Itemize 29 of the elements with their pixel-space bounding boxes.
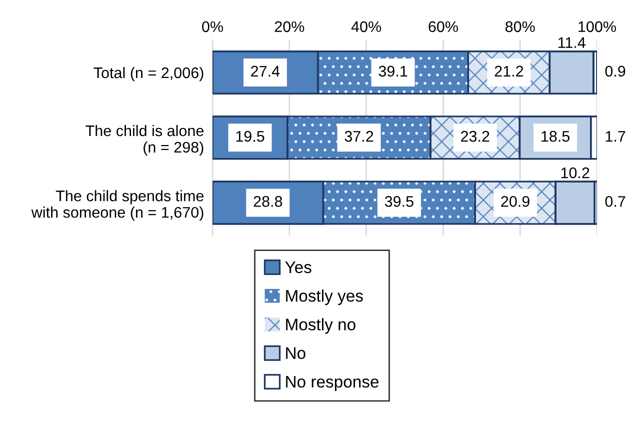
data-label: 39.5 (384, 196, 414, 207)
data-label: 0.7 (605, 196, 626, 207)
data-label: 1.7 (606, 131, 626, 142)
data-label: 23.2 (461, 130, 490, 142)
data-label: 18.5 (542, 130, 570, 142)
legend-label: Mostly no (286, 318, 356, 334)
x-tick-label: 80% (505, 21, 535, 32)
legend-label: Yes (285, 262, 312, 274)
data-label: 27.4 (251, 66, 280, 76)
x-tick-label: 100% (578, 21, 616, 32)
legend-label: No response (286, 376, 379, 391)
x-tick-label: 20% (274, 21, 304, 32)
y-tick-label: The child is alone (n = 298) (86, 124, 204, 156)
legend-label: No (286, 347, 306, 360)
legend-label: Mostly yes (286, 290, 363, 306)
x-tick-label: 60% (428, 21, 458, 32)
data-label: 10.2 (561, 167, 590, 178)
data-label: 37.2 (344, 130, 374, 142)
data-label: 39.1 (378, 66, 408, 77)
data-label: 21.2 (494, 66, 524, 76)
x-tick-label: 0% (202, 21, 224, 32)
y-tick-label: Total (n = 2,006) (94, 66, 204, 82)
data-label: 0.9 (605, 66, 626, 77)
data-label: 11.4 (558, 37, 586, 48)
y-tick-label: The child spends time with someone (n = 1,670) (31, 190, 204, 221)
x-tick-label: 40% (351, 21, 382, 32)
data-label: 19.5 (236, 130, 264, 142)
data-label: 20.9 (501, 196, 530, 207)
data-label: 28.8 (254, 196, 282, 207)
